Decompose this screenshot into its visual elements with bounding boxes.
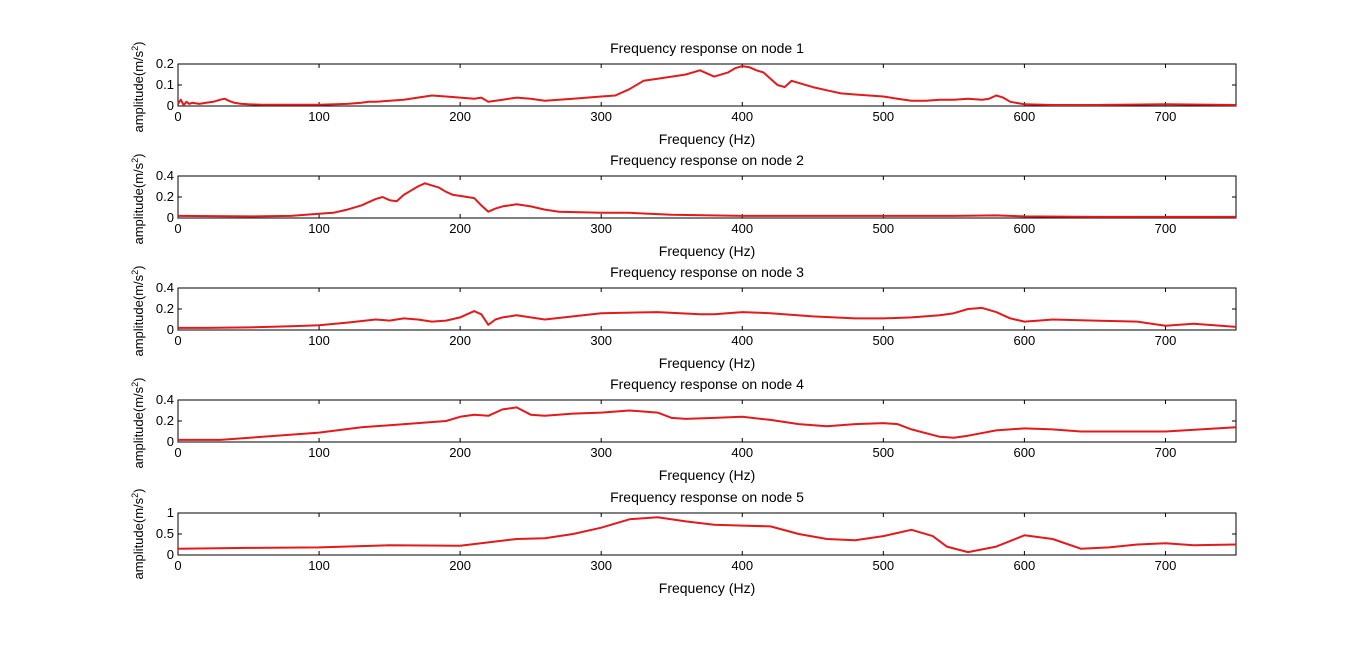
- y-axis-label-tail: ): [131, 489, 146, 493]
- x-tick-label: 0: [174, 221, 181, 236]
- x-tick-label: 200: [449, 221, 471, 236]
- subplot-node-4: Frequency response on node 4 0 100 200 300 40…: [130, 376, 1237, 483]
- y-tick-label: 0.1: [156, 77, 174, 92]
- y-tick-label: 0: [167, 547, 174, 562]
- subplot-title: Frequency response on node 5: [610, 489, 804, 505]
- x-tick-label: 700: [1155, 333, 1177, 348]
- x-tick-label: 200: [449, 558, 471, 573]
- x-tick-label: 600: [1014, 558, 1036, 573]
- x-tick-label: 0: [174, 109, 181, 124]
- y-axis-label-text: amplitude(m/s: [131, 386, 146, 468]
- x-tick-label: 400: [731, 333, 753, 348]
- y-tick-label: 0.2: [156, 189, 174, 204]
- x-tick-label: 300: [590, 109, 612, 124]
- x-tick-label: 700: [1155, 221, 1177, 236]
- y-axis-label-superscript: 2: [130, 382, 140, 387]
- y-tick-label: 0.4: [156, 168, 174, 183]
- x-tick-label: 500: [872, 109, 894, 124]
- y-axis-label-superscript: 2: [130, 46, 140, 51]
- x-tick-label: 500: [872, 333, 894, 348]
- x-tick-label: 200: [449, 445, 471, 460]
- y-axis-label-superscript: 2: [130, 270, 140, 275]
- x-axis-label: Frequency (Hz): [659, 355, 755, 371]
- y-axis-label-text: amplitude(m/s: [131, 274, 146, 356]
- frequency-response-line: [178, 306, 1237, 329]
- x-tick-label: 200: [449, 109, 471, 124]
- x-tick-label: 100: [308, 445, 330, 460]
- y-axis-label-tail: ): [131, 266, 146, 270]
- x-tick-label: 400: [731, 109, 753, 124]
- x-tick-label: 300: [590, 221, 612, 236]
- y-tick-label: 0.2: [156, 413, 174, 428]
- frequency-response-line: [178, 406, 1237, 441]
- x-tick-label: 600: [1014, 109, 1036, 124]
- x-tick-label: 100: [308, 333, 330, 348]
- y-axis-label-text: amplitude(m/s: [131, 50, 146, 132]
- y-axis-label-tail: ): [131, 154, 146, 158]
- y-axis-label: amplitude(m/s2): [130, 378, 146, 469]
- x-axis-label: Frequency (Hz): [659, 131, 755, 147]
- frequency-response-line: [177, 65, 1237, 106]
- frequency-response-line: [177, 182, 1236, 218]
- x-axis-label: Frequency (Hz): [659, 243, 755, 259]
- x-tick-label: 600: [1014, 221, 1036, 236]
- x-tick-label: 500: [872, 558, 894, 573]
- subplot-title: Frequency response on node 1: [610, 40, 804, 56]
- y-tick-label: 0: [167, 210, 174, 225]
- x-tick-label: 0: [174, 333, 181, 348]
- y-axis-label-text: amplitude(m/s: [131, 162, 146, 244]
- x-tick-label: 300: [590, 558, 612, 573]
- y-tick-label: 0.2: [156, 301, 174, 316]
- y-axis-label: amplitude(m/s2): [130, 42, 146, 133]
- x-tick-label: 500: [872, 221, 894, 236]
- x-tick-label: 400: [731, 221, 753, 236]
- y-axis-label-superscript: 2: [130, 158, 140, 163]
- frequency-response-line: [177, 516, 1237, 554]
- subplot-node-1: Frequency response on node 1 0 100 200 300 40…: [130, 40, 1237, 147]
- y-tick-label: 0: [167, 98, 174, 113]
- x-axis-label: Frequency (Hz): [659, 467, 755, 483]
- x-tick-label: 100: [308, 221, 330, 236]
- y-axis-label: amplitude(m/s2): [130, 154, 146, 245]
- y-axis-label-superscript: 2: [130, 493, 140, 498]
- subplot-title: Frequency response on node 3: [610, 264, 804, 280]
- x-tick-label: 100: [308, 109, 330, 124]
- x-tick-label: 0: [174, 445, 181, 460]
- y-tick-label: 0: [167, 434, 174, 449]
- y-axis-label-tail: ): [131, 378, 146, 382]
- subplot-title: Frequency response on node 2: [610, 152, 804, 168]
- x-tick-label: 500: [872, 445, 894, 460]
- y-tick-label: 0.2: [156, 56, 174, 71]
- x-tick-label: 600: [1014, 445, 1036, 460]
- x-tick-label: 300: [590, 445, 612, 460]
- x-tick-label: 0: [174, 558, 181, 573]
- subplot-node-3: Frequency response on node 3 0 100 200 300 40…: [130, 264, 1237, 371]
- subplot-node-5: Frequency response on node 5 0 100 200 300 40…: [130, 489, 1237, 596]
- x-tick-label: 200: [449, 333, 471, 348]
- x-tick-label: 700: [1155, 445, 1177, 460]
- y-axis-label: amplitude(m/s2): [130, 489, 146, 580]
- x-tick-label: 400: [731, 558, 753, 573]
- x-tick-label: 300: [590, 333, 612, 348]
- y-axis-label: amplitude(m/s2): [130, 266, 146, 357]
- x-tick-label: 700: [1155, 109, 1177, 124]
- axes-box: [177, 63, 1237, 107]
- axes-box: [177, 512, 1237, 556]
- y-tick-label: 0.4: [156, 280, 174, 295]
- y-axis-label-text: amplitude(m/s: [131, 497, 146, 579]
- subplot-node-2: Frequency response on node 2 0 100 200 300 40…: [130, 152, 1237, 259]
- y-tick-label: 0.4: [156, 392, 174, 407]
- x-axis-label: Frequency (Hz): [659, 580, 755, 596]
- y-axis-label-tail: ): [131, 42, 146, 46]
- subplot-title: Frequency response on node 4: [610, 376, 804, 392]
- x-tick-label: 600: [1014, 333, 1036, 348]
- y-tick-label: 0: [167, 322, 174, 337]
- x-tick-label: 700: [1155, 558, 1177, 573]
- axes-box: [177, 399, 1237, 443]
- y-tick-label: 1: [167, 505, 174, 520]
- y-tick-label: 0.5: [156, 526, 174, 541]
- x-tick-label: 400: [731, 445, 753, 460]
- x-tick-label: 100: [308, 558, 330, 573]
